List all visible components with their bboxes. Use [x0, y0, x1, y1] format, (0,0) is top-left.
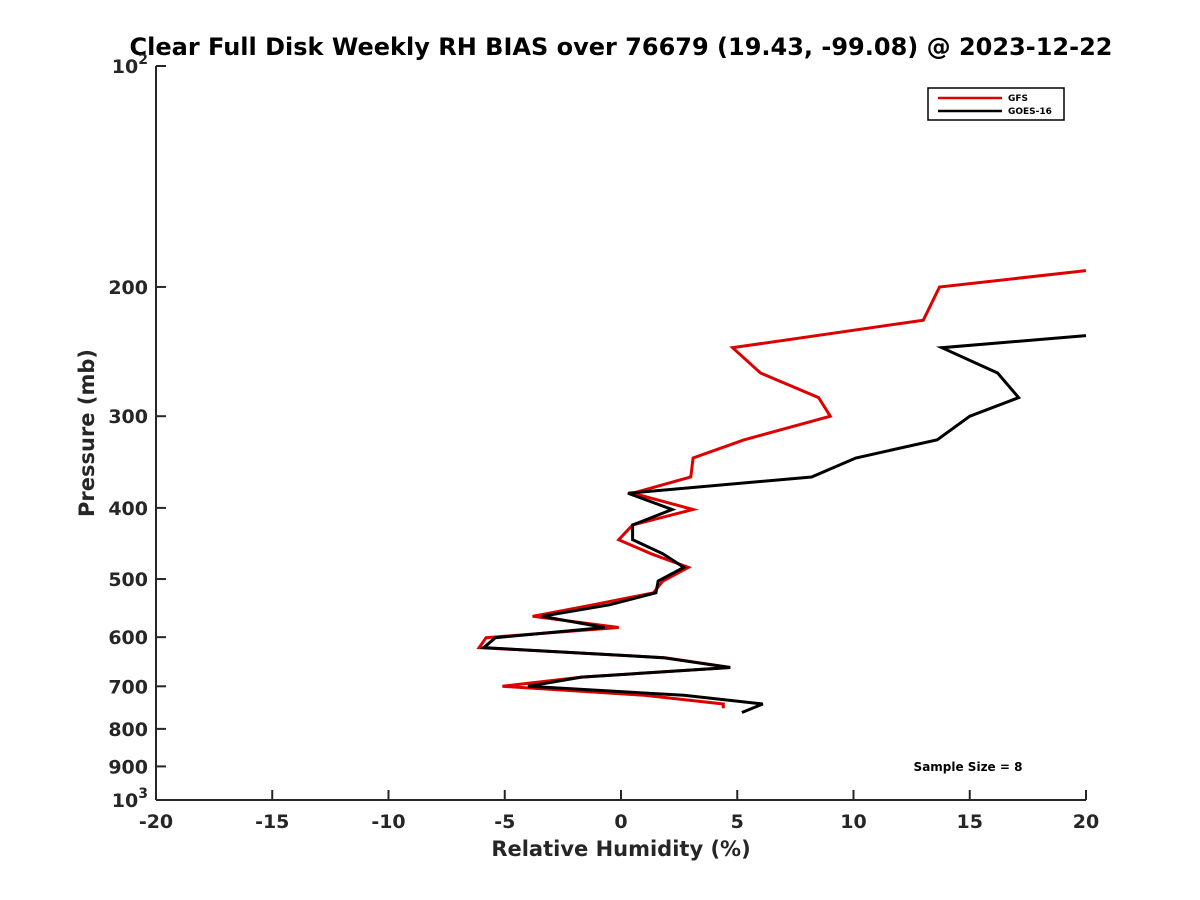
x-tick-label: -5	[494, 811, 515, 833]
series-line-gfs	[476, 269, 1087, 709]
x-ticks: -20 -15 -10 -5 0 5 10 15 20	[139, 790, 1099, 833]
y-tick-label: 200	[108, 277, 148, 299]
y-ticks: 102 200 300 400 500 600 700 800 900 103	[108, 52, 166, 812]
legend-box	[927, 87, 1065, 121]
x-tick-label: -10	[371, 811, 405, 833]
x-tick-label: 0	[614, 811, 627, 833]
chart-title: Clear Full Disk Weekly RH BIAS over 7667…	[130, 33, 1113, 61]
x-tick-label: 10	[840, 811, 866, 833]
x-tick-label: -15	[255, 811, 289, 833]
x-tick-label: 5	[731, 811, 744, 833]
y-tick-label: 102	[112, 52, 148, 78]
x-tick-label: 20	[1073, 811, 1099, 833]
y-tick-label: 300	[108, 406, 148, 428]
y-tick-label: 800	[108, 719, 148, 741]
sample-size-annotation: Sample Size = 8	[914, 760, 1023, 774]
series-line-goes16	[479, 334, 1087, 714]
y-tick-label: 400	[108, 498, 148, 520]
y-axis-label: Pressure (mb)	[75, 349, 99, 517]
y-tick-label: 103	[112, 786, 148, 812]
y-tick-label: 700	[108, 676, 148, 698]
legend-label-goes16: GOES-16	[1008, 107, 1052, 117]
x-axis-label: Relative Humidity (%)	[491, 837, 750, 861]
y-tick-label: 900	[108, 756, 148, 778]
x-tick-label: 15	[957, 811, 983, 833]
legend: GFS GOES-16	[927, 87, 1065, 121]
x-tick-label: -20	[139, 811, 173, 833]
series-layer	[476, 269, 1087, 714]
y-tick-label: 600	[108, 627, 148, 649]
y-tick-label: 500	[108, 569, 148, 591]
legend-label-gfs: GFS	[1008, 94, 1028, 104]
